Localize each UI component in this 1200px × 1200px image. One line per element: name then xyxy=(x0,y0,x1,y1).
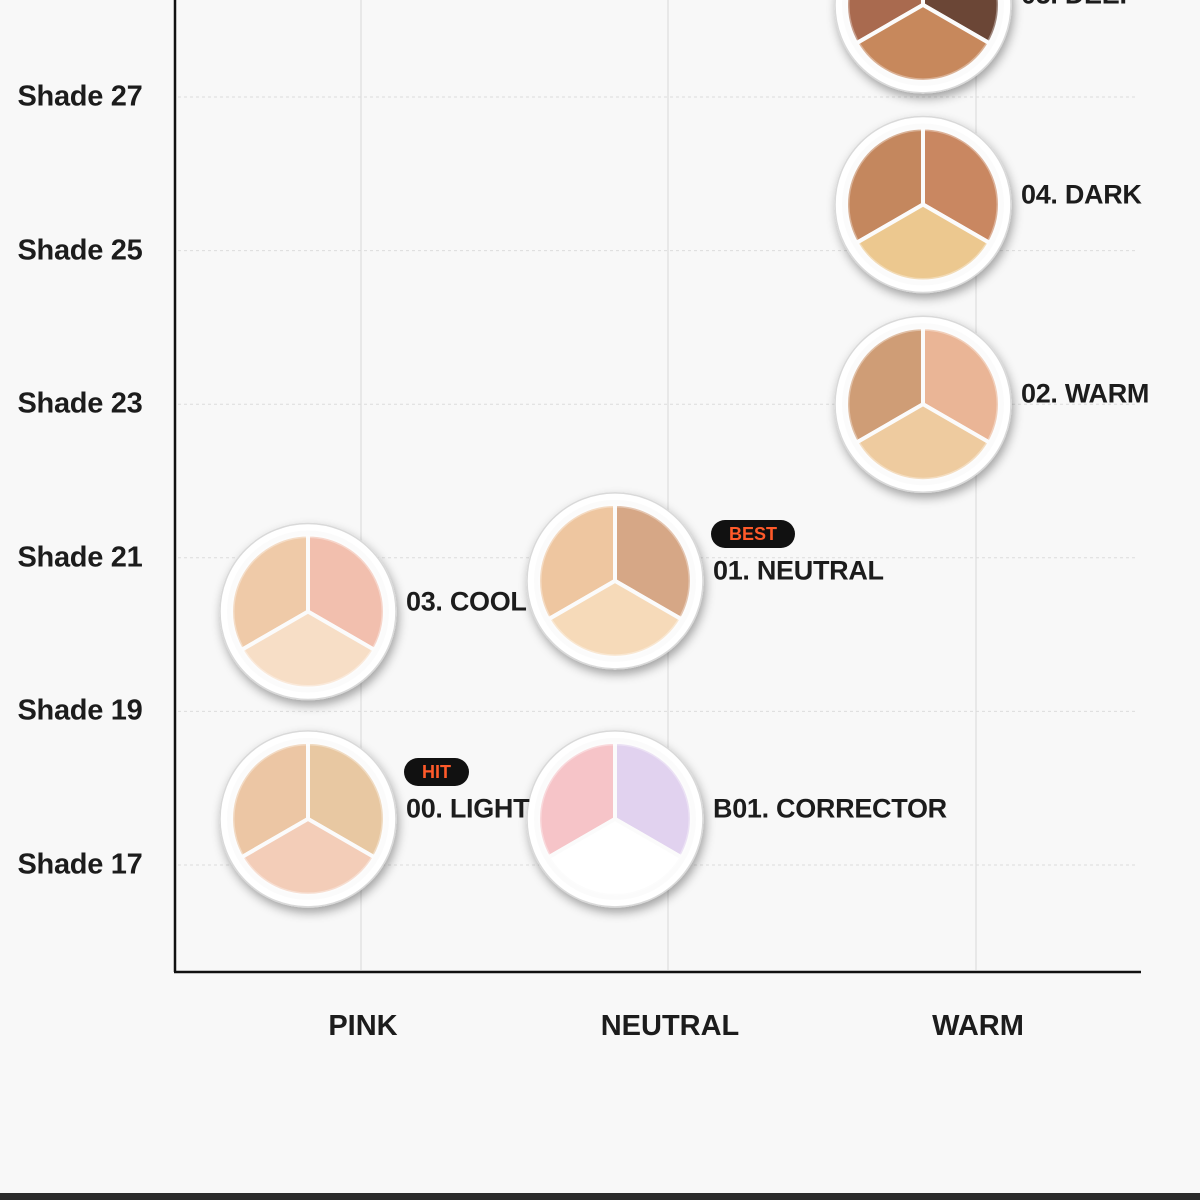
y-tick-label: Shade 21 xyxy=(17,541,143,574)
palette-segment xyxy=(844,0,925,46)
x-tick-label: PINK xyxy=(328,1010,398,1042)
point-label: B01. CORRECTOR xyxy=(713,793,947,824)
palette-gloss xyxy=(538,504,692,658)
palette-point[interactable] xyxy=(219,522,397,701)
chart-marks xyxy=(219,0,1012,908)
point-label: 00. LIGHT xyxy=(406,793,530,824)
x-tick-label: NEUTRAL xyxy=(600,1010,740,1042)
y-tick-label: Shade 25 xyxy=(17,234,143,267)
point-label: 03. COOL xyxy=(406,586,527,617)
palette-segment xyxy=(546,578,684,660)
palette-point[interactable] xyxy=(219,730,397,908)
palette-segment xyxy=(854,202,992,284)
palette-gloss xyxy=(846,0,1000,82)
palette-point[interactable] xyxy=(834,315,1012,493)
palette-point[interactable] xyxy=(834,115,1012,294)
palette-segment xyxy=(239,816,377,898)
palette-gloss xyxy=(231,535,385,689)
y-tick-label: Shade 17 xyxy=(17,848,143,881)
point-label: 04. DARK xyxy=(1021,179,1142,210)
y-tick-label: Shade 27 xyxy=(17,80,143,113)
x-tick-label: WARM xyxy=(932,1010,1024,1042)
palette-point[interactable] xyxy=(834,0,1012,94)
palette-gloss xyxy=(846,327,1000,481)
bottom-divider xyxy=(0,1193,1200,1200)
palette-segment xyxy=(854,2,992,84)
point-label: 02. WARM xyxy=(1021,378,1150,409)
palette-point[interactable] xyxy=(526,492,704,670)
palette-segment xyxy=(546,816,684,898)
palette-point[interactable] xyxy=(526,730,704,908)
point-badge: BEST xyxy=(711,519,796,548)
y-tick-label: Shade 19 xyxy=(17,694,143,727)
point-badge: HIT xyxy=(404,757,469,786)
point-label: 05. DEEP xyxy=(1021,0,1137,10)
palette-gloss xyxy=(231,742,385,896)
palette-gloss xyxy=(846,128,1000,282)
palette-segment xyxy=(854,402,992,484)
palette-gloss xyxy=(538,742,692,896)
palette-segment xyxy=(921,0,1002,46)
point-label: 01. NEUTRAL xyxy=(713,555,884,586)
palette-segment xyxy=(239,609,377,691)
y-tick-label: Shade 23 xyxy=(17,387,143,420)
